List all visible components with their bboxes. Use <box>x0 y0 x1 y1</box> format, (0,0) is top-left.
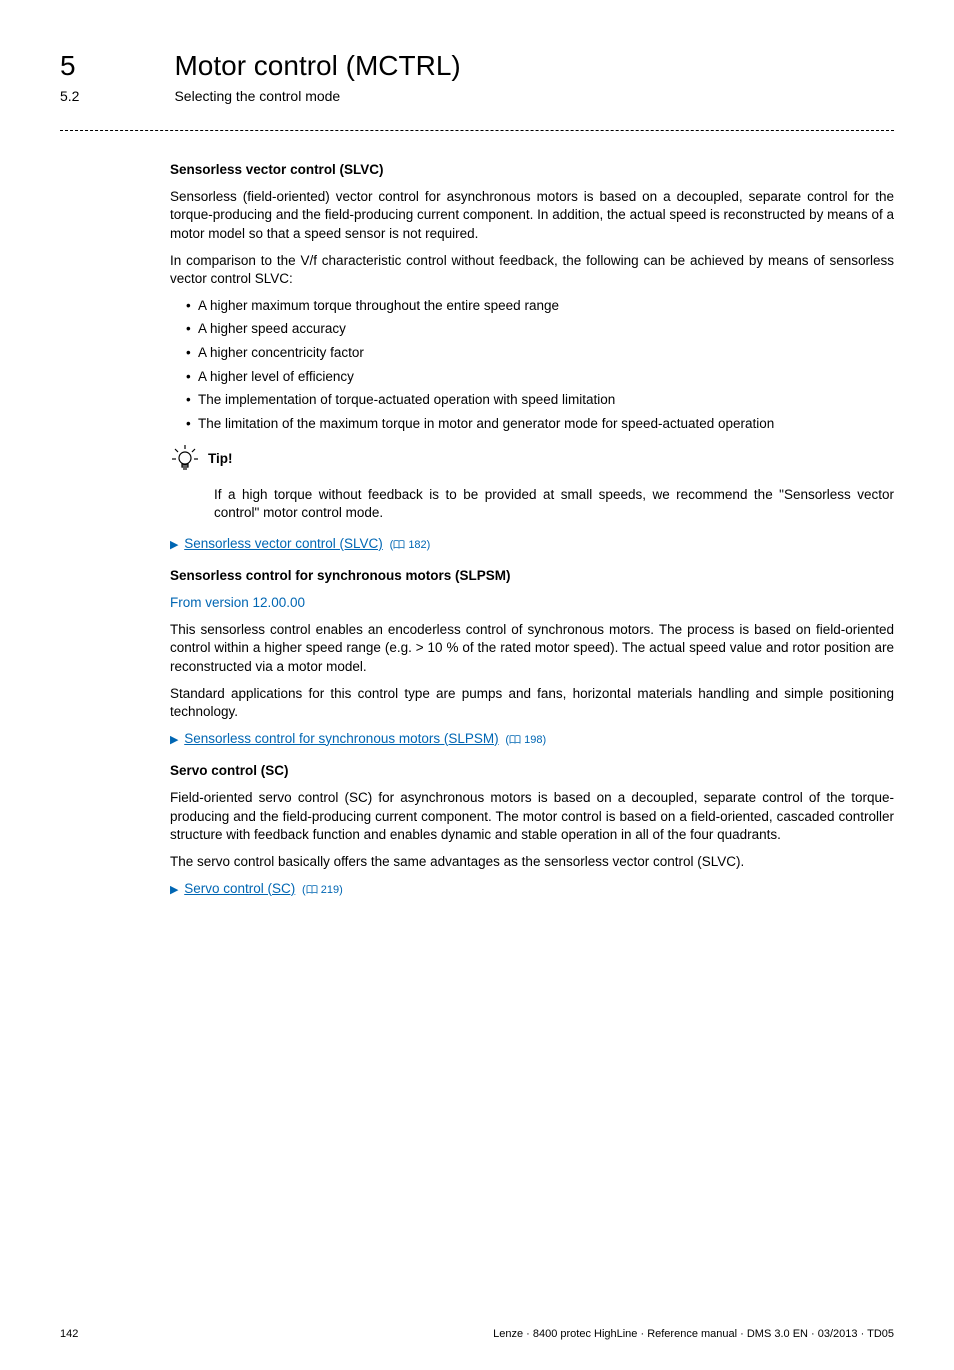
section-number: 5.2 <box>60 88 170 104</box>
page-ref: ( 182) <box>390 539 431 551</box>
tip-label: Tip! <box>208 444 233 469</box>
lightbulb-icon <box>170 444 200 474</box>
list-item: The limitation of the maximum torque in … <box>186 415 894 434</box>
paragraph: In comparison to the V/f characteristic … <box>170 252 894 289</box>
list-item: A higher level of efficiency <box>186 368 894 387</box>
tip-body: If a high torque without feedback is to … <box>214 486 894 523</box>
bullet-list: A higher maximum torque throughout the e… <box>170 297 894 434</box>
paragraph: This sensorless control enables an encod… <box>170 621 894 677</box>
section-title: Selecting the control mode <box>174 88 340 104</box>
cross-reference[interactable]: ▶ Servo control (SC) ( 219) <box>170 880 894 899</box>
link-text[interactable]: Sensorless control for synchronous motor… <box>184 731 498 746</box>
list-item: A higher speed accuracy <box>186 320 894 339</box>
footer-text: Lenze · 8400 protec HighLine · Reference… <box>493 1328 894 1340</box>
chapter-title: Motor control (MCTRL) <box>174 50 460 82</box>
page-ref: ( 219) <box>302 884 343 896</box>
cross-reference[interactable]: ▶ Sensorless vector control (SLVC) ( 182… <box>170 535 894 554</box>
divider <box>60 130 894 131</box>
link-text[interactable]: Servo control (SC) <box>184 881 295 896</box>
cross-reference[interactable]: ▶ Sensorless control for synchronous mot… <box>170 730 894 749</box>
version-note: From version 12.00.00 <box>170 594 894 613</box>
paragraph: Sensorless (field-oriented) vector contr… <box>170 188 894 244</box>
heading-sc: Servo control (SC) <box>170 762 894 781</box>
paragraph: The servo control basically offers the s… <box>170 853 894 872</box>
arrow-icon: ▶ <box>170 734 178 746</box>
book-icon <box>393 540 405 549</box>
arrow-icon: ▶ <box>170 539 178 551</box>
list-item: A higher maximum torque throughout the e… <box>186 297 894 316</box>
link-text[interactable]: Sensorless vector control (SLVC) <box>184 536 383 551</box>
page-ref: ( 198) <box>505 734 546 746</box>
heading-slpsm: Sensorless control for synchronous motor… <box>170 567 894 586</box>
page-number: 142 <box>60 1328 78 1340</box>
list-item: A higher concentricity factor <box>186 344 894 363</box>
paragraph: Field-oriented servo control (SC) for as… <box>170 789 894 845</box>
heading-slvc: Sensorless vector control (SLVC) <box>170 161 894 180</box>
book-icon <box>306 885 318 894</box>
arrow-icon: ▶ <box>170 884 178 896</box>
paragraph: Standard applications for this control t… <box>170 685 894 722</box>
book-icon <box>509 735 521 744</box>
list-item: The implementation of torque-actuated op… <box>186 391 894 410</box>
chapter-number: 5 <box>60 50 170 82</box>
